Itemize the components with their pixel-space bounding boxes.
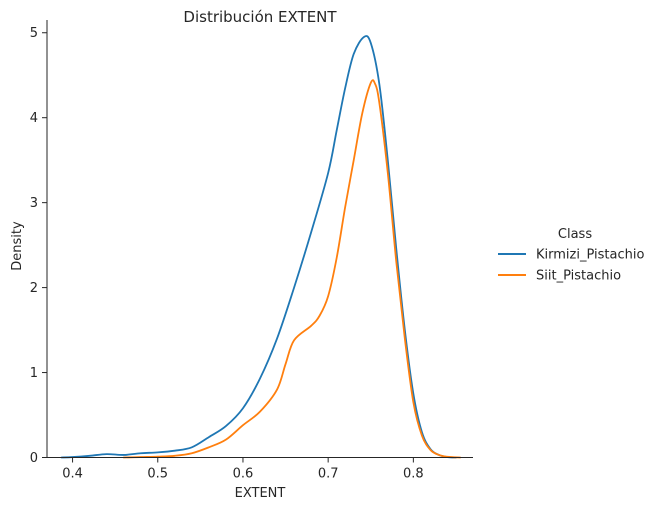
legend-label: Siit_Pistachio	[536, 269, 621, 284]
x-ticks: 0.4 0.5 0.6 0.7 0.8	[62, 457, 424, 482]
series-layer	[60, 35, 462, 459]
x-tick-label: 0.5	[147, 467, 168, 482]
y-tick-label: 3	[30, 196, 38, 211]
legend: Class Kirmizi_Pistachio Siit_Pistachio	[498, 227, 644, 284]
x-tick-label: 0.6	[233, 467, 254, 482]
x-tick-label: 0.8	[403, 467, 424, 482]
x-axis-title: EXTENT	[235, 486, 286, 501]
y-tick-label: 1	[30, 366, 38, 381]
plot-area: 0.4 0.5 0.6 0.7 0.8 0 1 2 3 4 5	[30, 20, 473, 482]
y-tick-label: 5	[30, 26, 38, 41]
legend-title: Class	[558, 227, 592, 242]
series-line-siit-pistachio	[122, 79, 462, 459]
y-ticks: 0 1 2 3 4 5	[30, 26, 47, 466]
legend-items: Kirmizi_Pistachio Siit_Pistachio	[498, 248, 644, 284]
y-tick-label: 2	[30, 281, 38, 296]
series-line-kirmizi-pistachio	[60, 35, 457, 459]
y-tick-label: 0	[30, 451, 38, 466]
y-axis-title: Density	[10, 221, 25, 271]
legend-label: Kirmizi_Pistachio	[536, 248, 644, 263]
x-tick-label: 0.4	[62, 467, 83, 482]
chart-title: Distribución EXTENT	[183, 8, 337, 26]
y-tick-label: 4	[30, 111, 38, 126]
x-tick-label: 0.7	[318, 467, 339, 482]
